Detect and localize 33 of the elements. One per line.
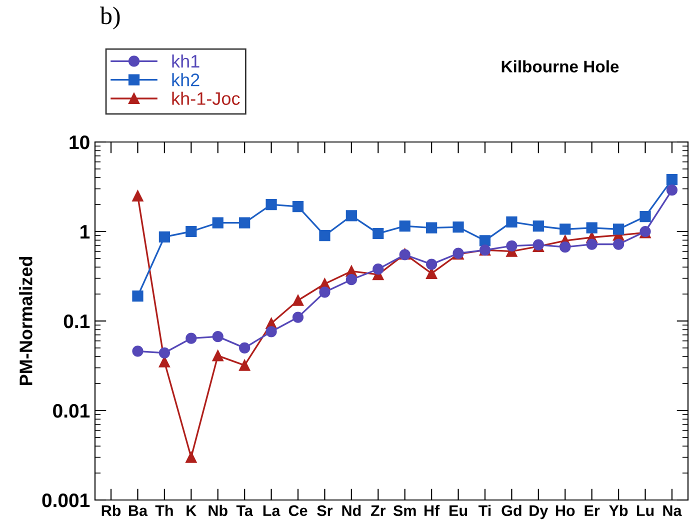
x-tick-label: Nb — [208, 504, 228, 516]
y-tick-label: 0.01 — [53, 404, 90, 418]
x-tick-label: Sm — [393, 505, 416, 516]
y-axis-title: PM-Normalized — [19, 256, 32, 385]
x-tick-label: Yb — [609, 504, 628, 516]
x-tick-label: Nd — [342, 504, 361, 516]
x-tick-label: Ho — [556, 505, 575, 516]
text: b) — [100, 6, 120, 30]
x-tick-label: Rb — [102, 504, 121, 516]
x-tick-label: Dy — [530, 505, 548, 520]
x-tick-label: K — [186, 505, 197, 516]
x-tick-label: Er — [584, 505, 600, 516]
x-tick-label: Ta — [236, 505, 254, 516]
x-tick-label: Sr — [317, 505, 333, 516]
x-tick-label: Eu — [450, 505, 468, 516]
x-tick-label: Lu — [636, 505, 654, 516]
x-tick-label: Zr — [370, 505, 386, 516]
y-tick-label: 0.001 — [42, 493, 90, 508]
legend-label: kh1 — [172, 54, 200, 68]
x-tick-label: Ce — [288, 505, 308, 516]
chart-title: Kilbourne Hole — [502, 60, 619, 72]
x-tick-label: Th — [155, 504, 173, 516]
x-tick-label: Hf — [424, 504, 440, 516]
y-tick-label: 1 — [80, 225, 90, 239]
x-tick-label: Ba — [128, 505, 148, 516]
x-tick-label: Na — [663, 505, 682, 516]
x-tick-label: Ti — [478, 504, 491, 516]
legend-label: kh2 — [172, 73, 200, 86]
x-tick-label: La — [263, 505, 280, 516]
x-tick-label: Gd — [502, 504, 522, 516]
y-tick-label: 10 — [70, 135, 90, 150]
legend-label: kh-1-Joc — [172, 92, 240, 105]
y-tick-label: 0.1 — [64, 314, 90, 328]
